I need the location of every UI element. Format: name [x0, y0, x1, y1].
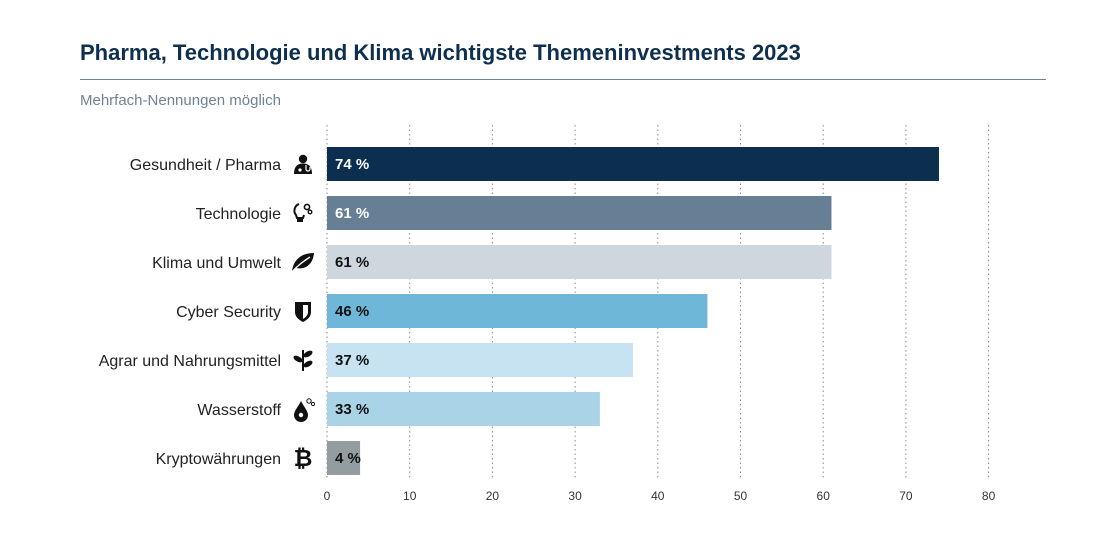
category-label: Technologie: [196, 206, 282, 223]
category-label: Kryptowährungen: [156, 451, 281, 468]
x-axis-ticks: 0 10 20 30 40 50 60 70 80: [324, 489, 996, 503]
doctor-icon: [294, 154, 312, 174]
category-icons: ₿: [291, 154, 316, 471]
chart-title: Pharma, Technologie und Klima wichtigste…: [80, 40, 801, 65]
x-tick-label: 30: [568, 489, 582, 503]
x-tick-label: 40: [651, 489, 665, 503]
category-label: Klima und Umwelt: [152, 255, 281, 272]
shield-icon: [295, 302, 311, 322]
svg-text:₿: ₿: [294, 445, 313, 471]
category-label: Gesundheit / Pharma: [130, 157, 281, 174]
category-label: Agrar und Nahrungsmittel: [99, 353, 281, 370]
value-label: 4 %: [335, 450, 361, 467]
x-tick-label: 80: [982, 489, 996, 503]
x-tick-label: 0: [324, 489, 331, 503]
value-label: 37 %: [335, 352, 369, 369]
x-tick-label: 20: [486, 489, 500, 503]
value-label: 33 %: [335, 401, 369, 418]
category-label: Wasserstoff: [197, 402, 281, 419]
bar-technologie: [327, 196, 832, 230]
chart-subtitle: Mehrfach-Nennungen möglich: [80, 92, 281, 109]
value-label: 46 %: [335, 303, 369, 320]
value-labels: 74 % 61 % 61 % 46 % 37 % 33 % 4 %: [335, 156, 369, 467]
bar-klima-und-umwelt: [327, 245, 832, 279]
bar-wasserstoff: [327, 392, 600, 426]
category-labels: Gesundheit / Pharma Technologie Klima und …: [99, 157, 282, 468]
x-tick-label: 50: [734, 489, 748, 503]
value-label: 61 %: [335, 205, 369, 222]
value-label: 74 %: [335, 156, 369, 173]
x-tick-label: 70: [899, 489, 913, 503]
leaf-icon: [291, 253, 314, 273]
x-tick-label: 10: [403, 489, 417, 503]
category-label: Cyber Security: [176, 304, 281, 321]
bars: [327, 147, 939, 475]
bar-agrar-und-nahrungsmittel: [327, 343, 633, 377]
title-divider: [80, 79, 1046, 80]
value-label: 61 %: [335, 254, 369, 271]
x-tick-label: 60: [817, 489, 831, 503]
bar-cyber-security: [327, 294, 708, 328]
bitcoin-icon: ₿: [294, 445, 313, 471]
lightbulb-gears-icon: [293, 203, 313, 222]
hydrogen-drop-icon: [294, 398, 316, 422]
bar-kryptow-hrungen: [327, 441, 361, 475]
sprout-icon: [293, 350, 313, 371]
bar-gesundheit-pharma: [327, 147, 939, 181]
